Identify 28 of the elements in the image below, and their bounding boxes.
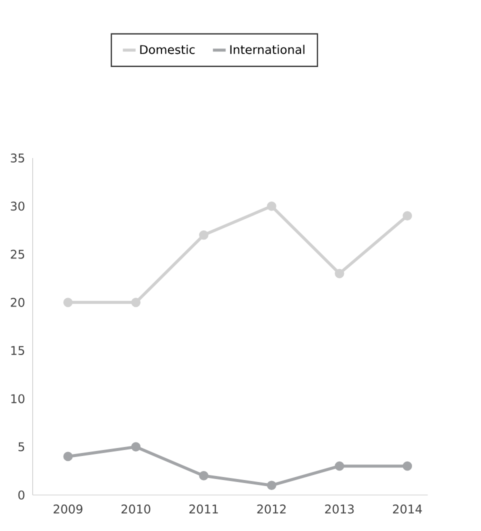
point [266,201,276,211]
x-tick-label: 2011 [189,504,218,514]
point [63,298,73,308]
x-tick-label: 2013 [325,504,354,514]
point [199,230,208,240]
y-tick-label: 5 [18,442,24,452]
x-tick-label: 2012 [257,504,286,514]
y-tick-label: 35 [10,153,24,163]
point [131,298,141,308]
y-tick-label: 15 [11,346,24,356]
point [334,461,344,471]
point [402,461,412,471]
point [266,480,276,490]
point [199,471,208,480]
x-tick-label: 2010 [122,504,150,514]
x-tick-label: 2009 [54,504,82,514]
point [63,452,73,462]
y-tick-label: 25 [10,250,24,259]
y-tick-label: 20 [10,298,24,307]
point [334,268,344,278]
point [402,211,412,220]
y-tick-label: 30 [10,202,24,211]
point [131,442,141,452]
legend-label: Domestic [140,44,195,54]
legend-label: International [230,44,304,54]
y-tick-label: 10 [11,394,24,404]
x-tick-label: 2014 [393,504,422,514]
y-tick-label: 0 [18,490,24,500]
